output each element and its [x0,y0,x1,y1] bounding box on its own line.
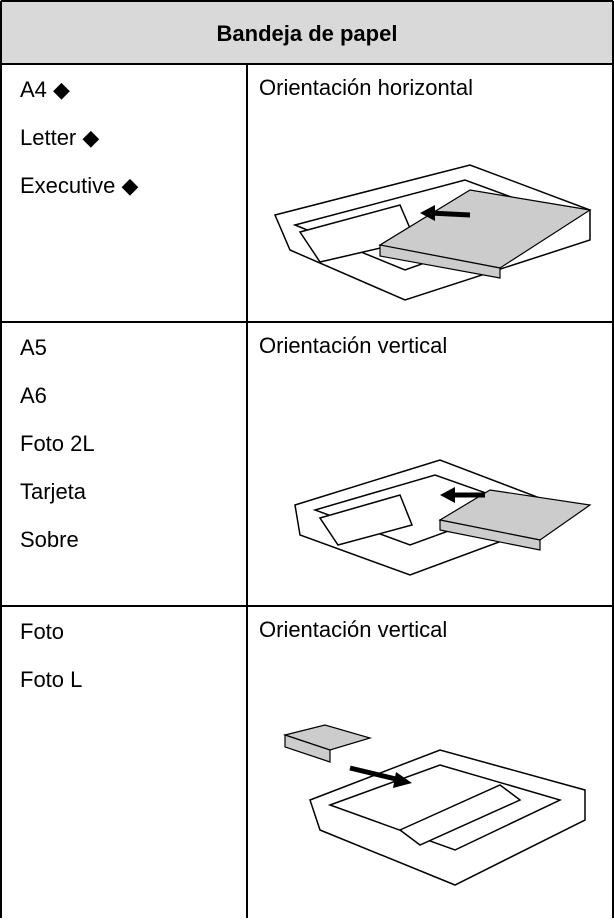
paper-size: Letter ◆ [20,125,99,150]
tray-illustration [273,164,592,301]
header-bg [0,0,614,64]
paper-size: Sobre [20,527,79,552]
paper-size: Tarjeta [20,479,87,504]
tray-illustration [282,724,586,886]
paper-size: A6 [20,383,47,408]
paper-size: Foto L [20,667,82,692]
tray-illustration [294,459,592,576]
paper-size: Executive ◆ [20,173,138,198]
paper-size: A4 ◆ [20,77,70,102]
paper-size: Foto [20,619,64,644]
orientation: Orientación vertical [259,333,447,358]
paper-size: Foto 2L [20,431,95,456]
header-title: Bandeja de papel [217,21,398,46]
orientation: Orientación horizontal [259,75,473,100]
orientation: Orientación vertical [259,617,447,642]
paper-size: A5 [20,335,47,360]
